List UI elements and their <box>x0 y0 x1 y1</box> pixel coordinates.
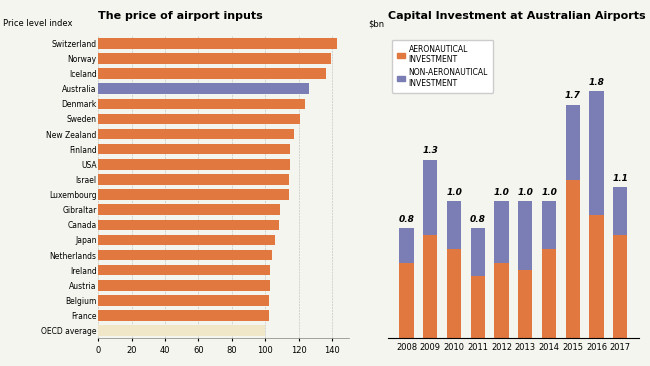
Bar <box>98 144 291 154</box>
Text: 1.7: 1.7 <box>565 92 581 100</box>
Bar <box>566 105 580 180</box>
Text: 1.0: 1.0 <box>517 188 533 197</box>
Bar <box>590 214 604 338</box>
Bar <box>518 269 532 338</box>
Bar <box>98 310 268 321</box>
Text: 1.0: 1.0 <box>446 188 462 197</box>
Bar <box>98 189 289 200</box>
Bar <box>98 68 326 79</box>
Bar <box>98 325 265 336</box>
Text: Capital Investment at Australian Airports: Capital Investment at Australian Airport… <box>388 11 645 21</box>
Text: 1.8: 1.8 <box>589 78 604 87</box>
Bar <box>98 204 280 215</box>
Text: The price of airport inputs: The price of airport inputs <box>98 11 263 21</box>
Bar <box>542 201 556 249</box>
Text: 0.8: 0.8 <box>470 215 486 224</box>
Bar <box>495 263 509 338</box>
Bar <box>98 265 270 276</box>
Bar <box>98 98 305 109</box>
Bar <box>471 228 485 276</box>
Bar <box>495 201 509 263</box>
Bar <box>98 280 270 291</box>
Bar <box>566 180 580 338</box>
Bar <box>400 228 414 263</box>
Bar <box>423 235 437 338</box>
Bar <box>98 38 337 49</box>
Bar <box>613 187 627 235</box>
Bar <box>518 201 532 269</box>
Bar <box>98 295 268 306</box>
Text: Price level index: Price level index <box>3 19 72 28</box>
Bar <box>613 235 627 338</box>
Bar <box>98 159 291 169</box>
Bar <box>423 160 437 235</box>
Bar <box>447 201 462 249</box>
Bar <box>98 220 279 230</box>
Bar <box>590 91 604 214</box>
Text: 1.0: 1.0 <box>493 188 510 197</box>
Bar <box>98 250 272 260</box>
Bar <box>447 249 462 338</box>
Text: 1.0: 1.0 <box>541 188 557 197</box>
Text: $bn: $bn <box>368 19 384 28</box>
Bar <box>471 276 485 338</box>
Text: 0.8: 0.8 <box>398 215 415 224</box>
Text: 1.1: 1.1 <box>612 174 629 183</box>
Bar <box>98 235 276 245</box>
Bar <box>98 129 294 139</box>
Bar <box>542 249 556 338</box>
Text: 1.3: 1.3 <box>422 146 438 156</box>
Bar <box>98 53 331 64</box>
Legend: AERONAUTICAL
INVESTMENT, NON-AERONAUTICAL
INVESTMENT: AERONAUTICAL INVESTMENT, NON-AERONAUTICA… <box>392 40 493 93</box>
Bar <box>98 174 289 185</box>
Bar <box>98 83 309 94</box>
Bar <box>98 114 300 124</box>
Bar <box>400 263 414 338</box>
